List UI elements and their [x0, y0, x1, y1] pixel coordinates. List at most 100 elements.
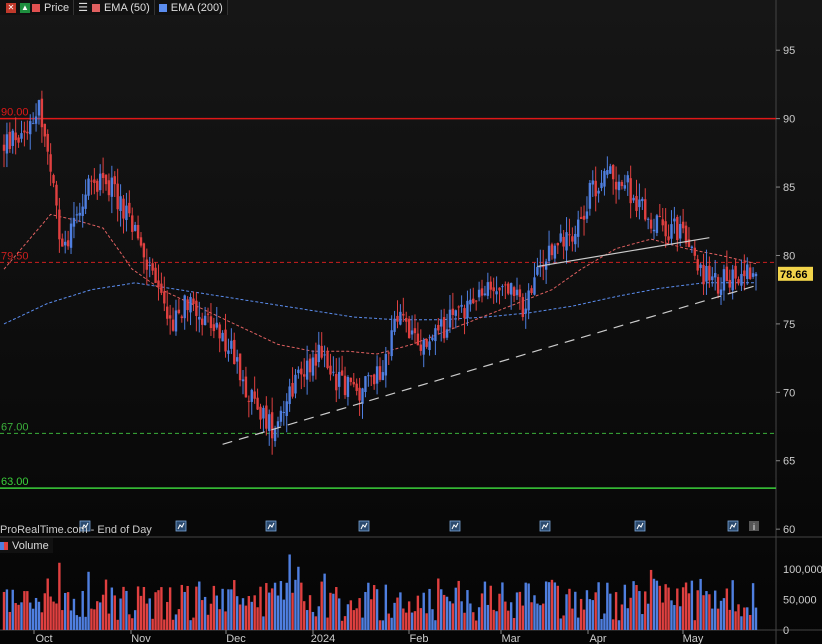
candle-body[interactable] — [183, 295, 186, 319]
event-icon-3[interactable] — [358, 520, 370, 532]
candle-body[interactable] — [405, 317, 408, 322]
legend-ema50[interactable]: ☰ EMA (50) — [74, 0, 155, 15]
volume-bar[interactable] — [256, 607, 259, 630]
candle-body[interactable] — [250, 389, 253, 402]
close-indicator-icon[interactable]: ✕ — [6, 2, 16, 13]
candle-body[interactable] — [711, 276, 714, 281]
candle-body[interactable] — [393, 318, 396, 332]
candle-body[interactable] — [440, 319, 443, 327]
candle-body[interactable] — [119, 196, 122, 211]
volume-bar[interactable] — [98, 602, 102, 630]
volume-bar[interactable] — [486, 604, 490, 630]
volume-bar[interactable] — [693, 620, 696, 630]
candle-body[interactable] — [49, 154, 52, 172]
candle-body[interactable] — [343, 375, 347, 396]
candle-body[interactable] — [113, 176, 116, 185]
candle-body[interactable] — [445, 329, 449, 338]
volume-bar[interactable] — [687, 593, 691, 630]
volume-bar[interactable] — [224, 611, 227, 630]
candle-body[interactable] — [410, 330, 414, 335]
volume-bar[interactable] — [113, 595, 116, 630]
event-icon-6[interactable] — [634, 520, 646, 532]
volume-bar[interactable] — [303, 601, 306, 630]
candle-body[interactable] — [681, 221, 685, 229]
volume-bar[interactable] — [5, 589, 9, 630]
candle-body[interactable] — [180, 316, 183, 319]
volume-bar[interactable] — [716, 608, 720, 630]
volume-bar[interactable] — [61, 610, 64, 630]
candle-body[interactable] — [702, 264, 705, 285]
candle-body[interactable] — [512, 287, 516, 297]
candle-body[interactable] — [128, 202, 131, 214]
volume-bar[interactable] — [477, 607, 481, 630]
candle-body[interactable] — [696, 259, 699, 271]
candle-body[interactable] — [189, 296, 192, 313]
candle-body[interactable] — [98, 173, 102, 191]
volume-bar[interactable] — [104, 579, 108, 630]
volume-bar[interactable] — [238, 604, 242, 630]
volume-bar[interactable] — [268, 592, 271, 630]
candle-body[interactable] — [340, 370, 344, 376]
volume-bar[interactable] — [110, 587, 114, 630]
volume-bar[interactable] — [26, 591, 29, 630]
candle-body[interactable] — [201, 318, 204, 325]
volume-bar[interactable] — [445, 596, 449, 630]
volume-bar[interactable] — [294, 579, 297, 630]
candle-body[interactable] — [559, 233, 562, 242]
volume-bar[interactable] — [553, 582, 557, 630]
candle-body[interactable] — [300, 368, 303, 375]
candle-body[interactable] — [632, 197, 635, 201]
volume-bar[interactable] — [87, 571, 90, 630]
candle-body[interactable] — [574, 233, 577, 245]
candle-body[interactable] — [460, 304, 463, 307]
volume-bar[interactable] — [713, 590, 717, 630]
candle-body[interactable] — [151, 263, 154, 271]
volume-bar[interactable] — [230, 589, 233, 630]
volume-bar[interactable] — [492, 609, 495, 630]
volume-bar[interactable] — [705, 591, 708, 630]
volume-bar[interactable] — [346, 604, 350, 630]
volume-bar[interactable] — [539, 605, 542, 630]
volume-bar[interactable] — [518, 591, 522, 630]
volume-bar[interactable] — [670, 600, 673, 630]
candle-body[interactable] — [731, 269, 734, 291]
candle-body[interactable] — [428, 341, 431, 351]
candle-body[interactable] — [617, 181, 621, 191]
candle-body[interactable] — [20, 133, 23, 139]
candle-body[interactable] — [743, 270, 746, 277]
volume-bar[interactable] — [611, 619, 615, 630]
candle-body[interactable] — [422, 339, 425, 355]
candle-body[interactable] — [320, 345, 323, 358]
candle-body[interactable] — [585, 211, 589, 219]
volume-bar[interactable] — [329, 592, 332, 630]
volume-bar[interactable] — [731, 580, 734, 630]
volume-bar[interactable] — [617, 620, 621, 630]
volume-bar[interactable] — [594, 592, 597, 630]
volume-bar[interactable] — [585, 590, 589, 630]
volume-bar[interactable] — [448, 601, 452, 630]
volume-bar[interactable] — [119, 598, 122, 630]
candle-body[interactable] — [186, 299, 189, 311]
candle-body[interactable] — [46, 133, 49, 152]
volume-bar[interactable] — [466, 590, 469, 630]
candle-body[interactable] — [620, 181, 624, 187]
volume-bar[interactable] — [725, 588, 729, 630]
volume-bar[interactable] — [133, 610, 137, 630]
volume-bar[interactable] — [160, 587, 163, 630]
candle-body[interactable] — [288, 386, 291, 405]
candle-body[interactable] — [527, 290, 530, 311]
volume-bar[interactable] — [527, 583, 530, 630]
volume-bar[interactable] — [125, 590, 128, 630]
volume-bar[interactable] — [460, 601, 463, 630]
volume-bar[interactable] — [702, 595, 705, 630]
volume-bar[interactable] — [504, 601, 507, 630]
volume-bar[interactable] — [690, 580, 694, 630]
volume-bar[interactable] — [646, 603, 650, 630]
volume-bar[interactable] — [577, 617, 580, 630]
candle-body[interactable] — [600, 182, 603, 189]
candle-body[interactable] — [687, 239, 691, 247]
volume-bar[interactable] — [332, 593, 335, 630]
candle-body[interactable] — [93, 179, 96, 184]
volume-bar[interactable] — [163, 619, 166, 630]
candle-body[interactable] — [372, 374, 376, 385]
